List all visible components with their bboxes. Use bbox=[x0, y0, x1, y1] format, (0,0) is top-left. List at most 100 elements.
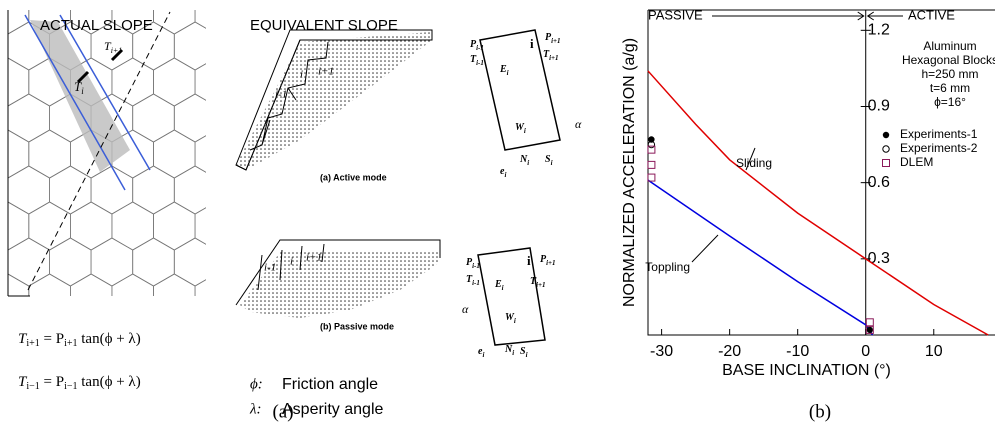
eq-part: tan(ϕ + λ) bbox=[78, 374, 141, 390]
force-label: Si bbox=[520, 346, 528, 358]
hexagon bbox=[70, 202, 112, 250]
eq-part: = P bbox=[40, 331, 64, 347]
hexagon bbox=[0, 202, 29, 250]
hexagon bbox=[112, 202, 154, 250]
hexagon bbox=[112, 274, 154, 322]
hexagon bbox=[174, 22, 216, 70]
annotation: h=250 mm bbox=[921, 67, 978, 81]
hexagon bbox=[50, 238, 92, 286]
annotation: Aluminum bbox=[923, 39, 976, 53]
legend-label: DLEM bbox=[900, 155, 933, 169]
x-tick-label: 0 bbox=[861, 343, 870, 360]
label-sub: i bbox=[551, 159, 553, 167]
hexagon bbox=[0, 274, 29, 322]
eq-sub: i−1 bbox=[64, 381, 77, 392]
angle-label: α bbox=[575, 117, 582, 131]
panel-title: EQUIVALENT SLOPE bbox=[250, 17, 398, 34]
hexagon bbox=[195, 58, 237, 106]
hexagon bbox=[133, 94, 175, 142]
caption: (b) bbox=[809, 401, 831, 422]
y-tick-label: 1.2 bbox=[868, 22, 890, 39]
passive-label: PASSIVE bbox=[648, 7, 703, 22]
mode-caption: (a) Active mode bbox=[320, 172, 387, 182]
symbol-text: Asperity angle bbox=[282, 401, 383, 418]
label-sub: i bbox=[504, 171, 506, 179]
label-sub: i bbox=[514, 317, 516, 325]
block-label: i-1 bbox=[264, 262, 276, 274]
hexagon bbox=[8, 166, 50, 214]
hexagon bbox=[8, 238, 50, 286]
block-label: i+1 bbox=[306, 252, 322, 264]
hex-grid bbox=[0, 0, 257, 322]
hexagon bbox=[91, 166, 133, 214]
equation: Ti+1 = Pi+1 tan(ϕ + λ) bbox=[18, 331, 141, 349]
hexagon bbox=[133, 238, 175, 286]
hexagon bbox=[91, 238, 133, 286]
hexagon bbox=[216, 166, 258, 214]
hexagon bbox=[154, 130, 196, 178]
force-label: Pi-1 bbox=[470, 39, 484, 51]
x-tick-label: 10 bbox=[925, 343, 943, 360]
arrow bbox=[712, 12, 903, 20]
label-sub: i-1 bbox=[472, 262, 480, 270]
legend-label: Experiments-1 bbox=[900, 127, 978, 141]
block-label: i bbox=[300, 69, 303, 81]
block-label: i-1 bbox=[275, 89, 287, 101]
eq-sub: i+1 bbox=[26, 338, 39, 349]
series-label: Toppling bbox=[645, 260, 690, 274]
hexagon bbox=[154, 0, 196, 34]
hexagon bbox=[29, 202, 71, 250]
equation: Ti−1 = Pi−1 tan(ϕ + λ) bbox=[18, 374, 141, 392]
force-label: Ti-1 bbox=[466, 274, 480, 286]
hexagon bbox=[174, 94, 216, 142]
label-sub: i-1 bbox=[472, 279, 480, 287]
force-label: Ti+1 bbox=[530, 276, 546, 288]
hexagon bbox=[29, 274, 71, 322]
active-label: ACTIVE bbox=[908, 7, 955, 22]
legend-label: Experiments-2 bbox=[900, 141, 978, 155]
legend-marker bbox=[883, 146, 889, 152]
y-axis-label: NORMALIZED ACCELERATION (a/g) bbox=[621, 38, 638, 307]
figure: ACTUAL SLOPE Ti Ti+1 EQUIVALENT SLOPE i-… bbox=[0, 0, 995, 433]
hexagon bbox=[0, 166, 8, 214]
hexagon bbox=[133, 166, 175, 214]
x-tick-label: -10 bbox=[786, 343, 809, 360]
force-label: Ti-1 bbox=[470, 54, 484, 66]
eq-part: tan(ϕ + λ) bbox=[78, 331, 141, 347]
block-label: i bbox=[527, 253, 531, 268]
label-sub: i bbox=[524, 127, 526, 135]
point bbox=[648, 161, 655, 168]
force-label: Pi+1 bbox=[540, 254, 556, 266]
caption: (a) bbox=[272, 401, 293, 422]
label-sub: i bbox=[507, 69, 509, 77]
hexagon bbox=[216, 94, 258, 142]
symbol: λ: bbox=[249, 401, 262, 417]
y-tick-label: 0.9 bbox=[868, 98, 890, 115]
force-label: Pi+1 bbox=[545, 32, 561, 44]
label-sub: i bbox=[512, 349, 514, 357]
label-sub: i-1 bbox=[476, 44, 484, 52]
hexagon bbox=[0, 238, 8, 286]
label-sub: i+1 bbox=[546, 259, 555, 267]
ground bbox=[240, 250, 440, 318]
eq-sub: i−1 bbox=[26, 381, 39, 392]
hexagon bbox=[0, 0, 29, 34]
free-body bbox=[478, 248, 545, 345]
hexagon bbox=[154, 274, 196, 322]
hexagon bbox=[0, 22, 8, 70]
ground bbox=[236, 32, 432, 168]
x-tick-label: -20 bbox=[718, 343, 741, 360]
force-label: Ni bbox=[504, 344, 514, 356]
arrow bbox=[78, 50, 122, 82]
label-sub: i bbox=[526, 351, 528, 359]
label-sub: i bbox=[502, 284, 504, 292]
force-label: ei bbox=[500, 166, 506, 178]
hexagon bbox=[29, 130, 71, 178]
point bbox=[866, 319, 873, 326]
label-sub: i+1 bbox=[549, 54, 558, 62]
hexagon bbox=[195, 274, 237, 322]
equations: Ti+1 = Pi+1 tan(ϕ + λ) Ti−1 = Pi−1 tan(ϕ … bbox=[18, 331, 141, 392]
label-sub: i bbox=[527, 159, 529, 167]
hexagon bbox=[154, 58, 196, 106]
hexagon bbox=[195, 0, 237, 34]
